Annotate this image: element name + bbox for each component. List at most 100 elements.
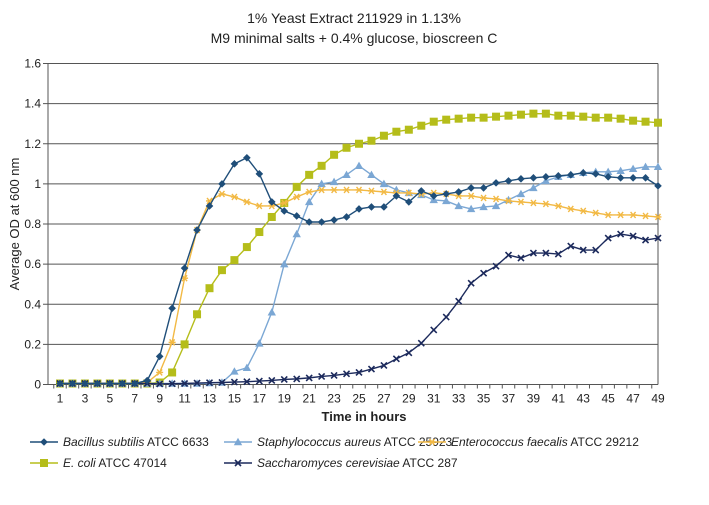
data-point — [467, 184, 475, 192]
data-point — [654, 213, 662, 221]
data-point — [567, 242, 575, 250]
data-point — [168, 368, 177, 377]
data-point — [392, 355, 400, 363]
data-point — [467, 192, 475, 200]
legend-label-species: Saccharomyces cerevisiae — [257, 456, 400, 470]
data-point — [617, 211, 625, 219]
legend-marker — [428, 438, 436, 446]
legend-label: Enterococcus faecalis ATCC 29212 — [451, 435, 639, 449]
series-line — [60, 189, 659, 385]
x-tick-label: 39 — [527, 392, 541, 406]
y-tick-label: 1 — [34, 177, 41, 191]
data-point — [380, 361, 388, 370]
x-tick-label: 33 — [452, 392, 466, 406]
data-point — [392, 192, 401, 200]
x-tick-label: 19 — [278, 392, 292, 406]
data-point — [329, 177, 339, 186]
legend-label: Bacillus subtilis ATCC 6633 — [63, 435, 209, 449]
x-tick-label: 27 — [377, 392, 391, 406]
data-point — [193, 310, 202, 319]
data-point — [267, 308, 276, 316]
legend-marker — [233, 437, 243, 446]
x-tick-label: 7 — [131, 392, 138, 406]
data-point — [130, 379, 139, 388]
data-point — [417, 121, 426, 130]
x-tick-label: 17 — [253, 392, 267, 406]
data-point — [305, 218, 313, 226]
legend-label-strain: ATCC 29212 — [568, 435, 639, 449]
data-point — [442, 196, 451, 205]
data-point — [516, 189, 526, 198]
x-tick-label: 25 — [352, 392, 366, 406]
data-point — [292, 229, 301, 238]
data-point — [454, 201, 463, 210]
data-point — [492, 195, 500, 203]
data-point — [417, 187, 426, 195]
series-line — [60, 164, 658, 385]
data-point — [255, 202, 263, 210]
data-point — [280, 375, 288, 384]
data-point — [417, 339, 425, 347]
data-point — [205, 202, 214, 210]
x-tick-label: 13 — [203, 392, 217, 406]
data-point — [56, 379, 64, 388]
data-point — [566, 111, 575, 120]
data-point — [492, 112, 501, 121]
data-point — [430, 326, 438, 334]
data-point — [379, 131, 388, 140]
data-point — [218, 190, 226, 198]
data-point — [554, 111, 563, 120]
data-point — [642, 212, 650, 220]
data-point — [243, 198, 251, 206]
data-point — [529, 109, 538, 118]
data-point — [392, 127, 401, 136]
data-point — [268, 376, 276, 385]
x-tick-label: 21 — [302, 392, 316, 406]
data-point — [628, 164, 638, 173]
data-point — [355, 368, 363, 377]
legend-label-species: E. coli — [63, 456, 96, 470]
data-point — [106, 379, 114, 388]
data-point — [529, 174, 538, 182]
data-point — [604, 173, 612, 181]
data-point — [155, 352, 164, 361]
data-point — [504, 111, 513, 120]
data-point — [367, 203, 376, 211]
data-point — [491, 201, 501, 210]
data-point — [641, 236, 650, 244]
data-point — [293, 193, 301, 201]
data-point — [342, 143, 351, 152]
legend-label-strain: ATCC 6633 — [144, 435, 209, 449]
data-point — [517, 175, 525, 183]
legend-label-strain: ATCC 25923 — [381, 435, 452, 449]
series-saccharomyces-cerevisiae-atcc-287 — [56, 230, 662, 388]
data-point — [354, 161, 364, 170]
data-point — [168, 338, 176, 346]
data-point — [355, 139, 363, 148]
data-point — [317, 161, 326, 170]
data-point — [242, 243, 251, 252]
data-point — [541, 109, 550, 118]
chart-title-line-1: 1% Yeast Extract 211929 in 1.13% — [247, 10, 461, 26]
chart-title-line-2: M9 minimal salts + 0.4% glucose, bioscre… — [211, 30, 498, 46]
data-point — [193, 379, 201, 387]
data-point — [243, 378, 251, 386]
data-point — [230, 367, 239, 375]
data-point — [641, 174, 650, 182]
data-point — [579, 246, 587, 254]
y-axis-tick-labels: 0 0.2 0.4 0.6 0.8 1 1.2 1.4 1.6 — [24, 57, 41, 392]
data-point — [629, 232, 637, 240]
data-point — [118, 379, 127, 388]
data-point — [554, 172, 563, 180]
data-point — [292, 212, 301, 220]
data-point — [604, 211, 612, 219]
data-point — [405, 198, 413, 206]
data-point — [305, 188, 313, 196]
legend-marker — [40, 438, 48, 446]
legend-item: Enterococcus faecalis ATCC 29212 — [418, 435, 639, 449]
data-point — [230, 160, 239, 168]
data-point — [455, 297, 463, 305]
data-point — [454, 188, 463, 196]
legend-label-species: Enterococcus faecalis — [451, 435, 568, 449]
series-line — [60, 156, 659, 385]
